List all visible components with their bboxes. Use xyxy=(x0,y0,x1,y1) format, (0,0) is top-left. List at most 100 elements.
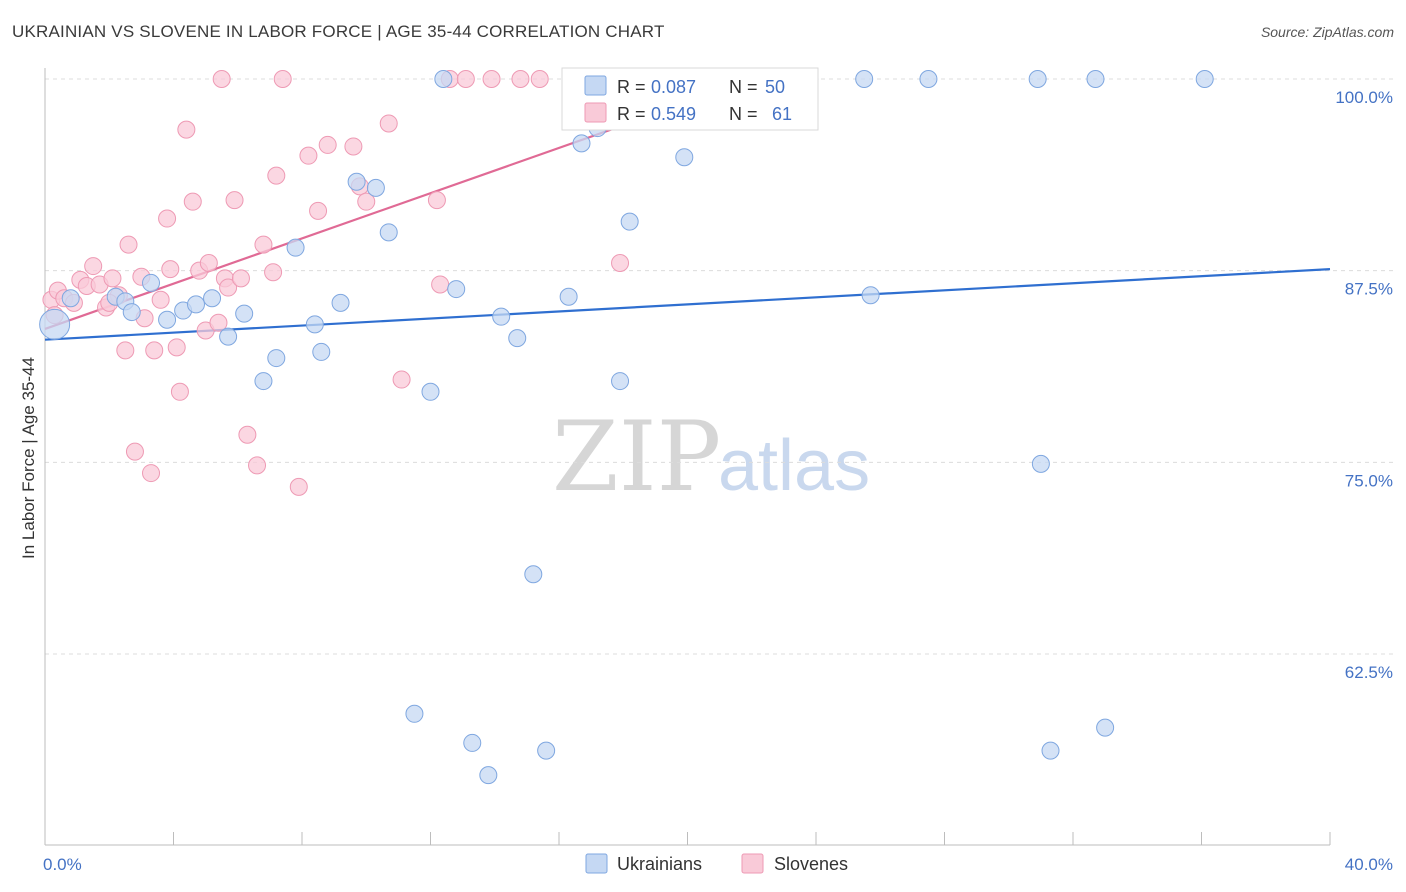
point-ukrainians-14 xyxy=(286,238,305,257)
point-slovenes-52 xyxy=(456,70,475,88)
point-ukrainians-36 xyxy=(675,148,694,167)
point-ukrainians-31 xyxy=(559,287,578,306)
legend-swatch-ukrainians xyxy=(584,75,607,96)
point-ukrainians-22 xyxy=(421,382,440,401)
point-slovenes-32 xyxy=(231,269,250,288)
point-ukrainians-11 xyxy=(235,304,254,323)
trend-line-ukrainians xyxy=(44,268,1331,341)
point-ukrainians-35 xyxy=(620,212,639,231)
watermark: ZIP atlas xyxy=(552,401,870,513)
x-tick-label-1: 40.0% xyxy=(1345,855,1393,874)
point-ukrainians-15 xyxy=(305,315,324,334)
point-ukrainians-43 xyxy=(1028,70,1047,88)
point-slovenes-20 xyxy=(161,260,180,279)
point-ukrainians-46 xyxy=(1086,70,1105,88)
series-legend-swatch-slovenes xyxy=(741,853,764,874)
point-ukrainians-34 xyxy=(611,372,630,391)
point-ukrainians-27 xyxy=(492,307,511,326)
point-ukrainians-6 xyxy=(158,310,177,329)
point-slovenes-54 xyxy=(511,70,530,88)
data-points xyxy=(39,70,1214,785)
point-ukrainians-19 xyxy=(366,178,385,197)
point-slovenes-9 xyxy=(103,269,122,288)
point-slovenes-11 xyxy=(116,341,135,360)
point-slovenes-50 xyxy=(273,70,292,88)
point-ukrainians-25 xyxy=(463,733,482,752)
point-ukrainians-17 xyxy=(331,293,350,312)
grid: 100.0% 87.5% 75.0% 62.5% xyxy=(45,78,1395,682)
point-slovenes-44 xyxy=(357,192,376,211)
point-ukrainians-10 xyxy=(219,327,238,346)
point-ukrainians-23 xyxy=(434,70,453,88)
point-slovenes-36 xyxy=(264,263,283,282)
point-slovenes-18 xyxy=(151,290,170,309)
point-slovenes-30 xyxy=(219,278,238,297)
point-slovenes-38 xyxy=(289,477,308,496)
point-slovenes-35 xyxy=(254,235,273,254)
legend-n-value-ukrainians: 50 xyxy=(765,77,785,97)
point-slovenes-41 xyxy=(318,135,337,154)
point-ukrainians-40 xyxy=(855,70,874,88)
point-ukrainians-4 xyxy=(122,303,141,322)
point-slovenes-27 xyxy=(199,254,218,272)
point-slovenes-23 xyxy=(177,120,196,139)
point-slovenes-34 xyxy=(248,456,267,475)
point-ukrainians-24 xyxy=(447,280,466,299)
point-slovenes-49 xyxy=(212,70,231,88)
series-legend: Ukrainians Slovenes xyxy=(585,853,848,874)
point-ukrainians-41 xyxy=(861,286,880,305)
point-slovenes-24 xyxy=(183,192,202,211)
point-slovenes-22 xyxy=(170,382,189,401)
point-ukrainians-42 xyxy=(919,70,938,88)
series-legend-label-ukrainians: Ukrainians xyxy=(617,854,702,874)
point-ukrainians-12 xyxy=(254,372,273,391)
point-ukrainians-21 xyxy=(405,704,424,723)
legend-r-value-slovenes: 0.549 xyxy=(651,104,696,124)
y-axis-title: In Labor Force | Age 35-44 xyxy=(19,357,38,559)
point-ukrainians-18 xyxy=(347,172,366,191)
point-slovenes-53 xyxy=(482,70,501,88)
point-slovenes-55 xyxy=(530,70,549,88)
point-ukrainians-32 xyxy=(572,134,591,153)
point-slovenes-19 xyxy=(158,209,177,228)
point-slovenes-46 xyxy=(392,370,411,389)
x-tick-label-0: 0.0% xyxy=(43,855,82,874)
point-ukrainians-26 xyxy=(479,766,498,785)
point-slovenes-33 xyxy=(238,425,257,444)
source-label: Source: ZipAtlas.com xyxy=(1260,24,1394,40)
y-tick-label-0: 100.0% xyxy=(1335,88,1393,107)
point-ukrainians-5 xyxy=(142,273,161,292)
point-slovenes-16 xyxy=(142,464,161,483)
stats-legend: R = 0.087 N = 50 R = 0.549 N = 61 xyxy=(561,67,819,131)
point-ukrainians-45 xyxy=(1041,741,1060,760)
point-slovenes-13 xyxy=(125,442,144,461)
y-tick-label-1: 87.5% xyxy=(1345,280,1393,299)
y-tick-label-2: 75.0% xyxy=(1345,471,1393,490)
point-slovenes-17 xyxy=(145,341,164,360)
legend-r-label-2: R = xyxy=(617,104,646,124)
legend-n-label-1: N = xyxy=(729,77,758,97)
legend-n-label-2: N = xyxy=(729,104,758,124)
series-legend-label-slovenes: Slovenes xyxy=(774,854,848,874)
legend-r-value-ukrainians: 0.087 xyxy=(651,77,696,97)
watermark-atlas: atlas xyxy=(718,426,870,506)
y-tick-label-3: 62.5% xyxy=(1345,663,1393,682)
series-legend-swatch-ukrainians xyxy=(585,853,608,874)
axes: 0.0% 40.0% xyxy=(43,68,1393,874)
chart-title: UKRAINIAN VS SLOVENE IN LABOR FORCE | AG… xyxy=(12,22,665,41)
point-slovenes-6 xyxy=(84,257,103,276)
legend-r-label-1: R = xyxy=(617,77,646,97)
point-ukrainians-1 xyxy=(61,289,80,308)
point-ukrainians-9 xyxy=(203,289,222,308)
watermark-zip: ZIP xyxy=(552,401,721,513)
point-ukrainians-13 xyxy=(267,349,286,368)
legend-n-value-slovenes: 61 xyxy=(772,104,792,124)
point-ukrainians-16 xyxy=(312,342,331,361)
point-slovenes-31 xyxy=(225,191,244,210)
point-ukrainians-28 xyxy=(508,329,527,348)
point-ukrainians-8 xyxy=(186,295,205,314)
point-ukrainians-0 xyxy=(39,308,71,340)
point-slovenes-37 xyxy=(267,166,286,185)
point-slovenes-48 xyxy=(431,275,450,294)
point-ukrainians-30 xyxy=(537,741,556,760)
